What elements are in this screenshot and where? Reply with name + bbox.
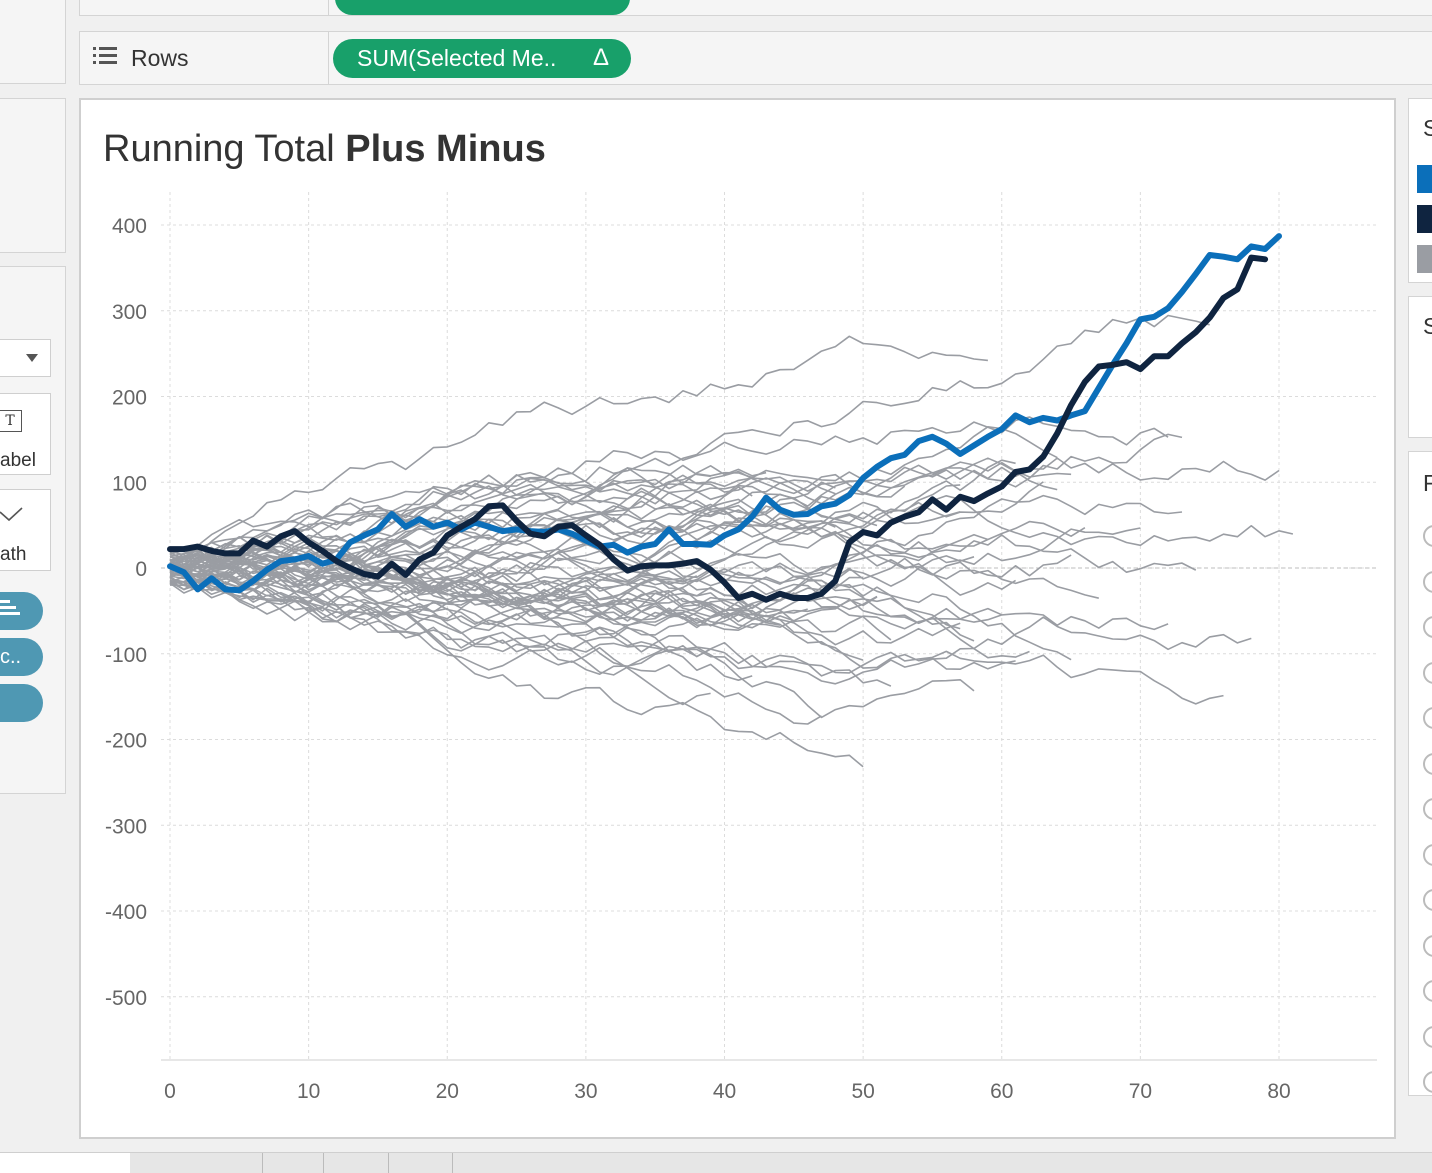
x-tick-label: 70 — [1129, 1080, 1152, 1103]
x-tick-label: 80 — [1267, 1080, 1290, 1103]
filter-radio[interactable] — [1423, 525, 1432, 547]
y-tick-label: 400 — [112, 215, 147, 238]
gray-series-line[interactable] — [169, 582, 711, 706]
x-tick-label: 30 — [574, 1080, 597, 1103]
viz-pane[interactable]: Running Total Plus Minus 400 300 200 100 0 -1… — [79, 98, 1396, 1139]
sort-bars-icon — [0, 598, 22, 624]
rows-measure-pill[interactable]: SUM(Selected Me.. Δ — [333, 39, 631, 78]
highlight-series-navy[interactable] — [167, 254, 1269, 603]
x-tick-label: 10 — [297, 1080, 320, 1103]
sheet-tabs-bar — [0, 1152, 1432, 1173]
gray-series-line[interactable] — [169, 563, 892, 641]
rows-shelf-label: Rows — [131, 45, 189, 71]
tab-divider — [388, 1153, 389, 1173]
legend-swatch-navy[interactable] — [1417, 205, 1432, 233]
x-tick-label: 0 — [164, 1080, 176, 1103]
line-chart[interactable]: 400 300 200 100 0 -100 -200 -300 -400 -500 0 10 20 30… — [81, 100, 1394, 1137]
path-line-icon — [0, 506, 24, 530]
rows-shelf-label-cell: Rows — [80, 32, 329, 84]
y-tick-label: 200 — [112, 387, 147, 410]
gray-series-line[interactable] — [169, 314, 1210, 569]
filter-radio[interactable] — [1423, 980, 1432, 1002]
x-tick-label: 40 — [713, 1080, 736, 1103]
filter-radio[interactable] — [1423, 843, 1432, 866]
sheet-tab-active[interactable] — [0, 1153, 130, 1173]
legend-title: S — [1423, 115, 1432, 141]
filter-radio[interactable] — [1423, 934, 1432, 957]
tab-divider — [452, 1153, 453, 1173]
text-t-icon: T — [0, 410, 22, 432]
filter-radio[interactable] — [1423, 752, 1432, 775]
filter-radio[interactable] — [1423, 707, 1432, 729]
delta-icon: Δ — [592, 44, 609, 71]
gray-series-line[interactable] — [169, 484, 961, 585]
filter-radio[interactable] — [1423, 661, 1432, 684]
rows-shelf[interactable]: Rows SUM(Selected Me.. Δ — [79, 31, 1432, 85]
filter-card-title: F — [1423, 470, 1432, 496]
x-tick-label: 50 — [851, 1080, 874, 1103]
x-tick-label: 60 — [990, 1080, 1013, 1103]
chart-title-bold: Plus Minus — [345, 128, 546, 170]
y-tick-label: -200 — [105, 730, 147, 753]
mark-type-dropdown[interactable] — [0, 339, 51, 377]
chevron-down-icon — [26, 354, 38, 362]
filter-radio[interactable] — [1423, 1025, 1432, 1048]
y-tick-label: 0 — [135, 558, 147, 581]
filter-radio[interactable] — [1423, 889, 1432, 911]
columns-shelf-label-cell — [80, 0, 329, 15]
marks-card: T abel ath c.. — [0, 266, 66, 794]
gray-series-line[interactable] — [169, 549, 753, 682]
chart-title: Running Total Plus Minus — [103, 128, 546, 171]
path-button-text: ath — [0, 544, 27, 565]
highlight-series-blue[interactable] — [167, 233, 1282, 594]
left-panel-pages — [0, 98, 66, 253]
marks-pill-3[interactable] — [0, 684, 43, 722]
rows-pill-label: SUM(Selected Me.. — [357, 45, 557, 71]
columns-shelf[interactable] — [79, 0, 1432, 16]
marks-pill-sort[interactable] — [0, 592, 43, 630]
chart-title-regular: Running Total — [103, 128, 346, 170]
gray-series-line[interactable] — [169, 457, 1280, 573]
label-button[interactable]: T abel — [0, 393, 51, 475]
path-button[interactable]: ath — [0, 489, 51, 571]
marks-pill-2-label: c.. — [0, 645, 22, 668]
filter-card: F — [1408, 451, 1432, 1096]
marks-pill-2[interactable]: c.. — [0, 638, 43, 676]
size-card-title: S — [1423, 313, 1432, 339]
y-tick-label: -300 — [105, 815, 147, 838]
gray-series-line[interactable] — [169, 559, 767, 619]
gray-series-line[interactable] — [169, 416, 1169, 579]
gray-series-line[interactable] — [169, 546, 975, 642]
gray-series-line[interactable] — [169, 467, 906, 588]
legend-swatch-gray[interactable] — [1417, 245, 1432, 273]
y-tick-label: -500 — [105, 987, 147, 1010]
filter-radio[interactable] — [1423, 1071, 1432, 1093]
left-panel-top — [0, 0, 66, 84]
y-tick-label: -400 — [105, 901, 147, 924]
y-tick-label: -100 — [105, 644, 147, 667]
columns-pill[interactable] — [335, 0, 630, 15]
tab-divider — [262, 1153, 263, 1173]
legend-card: S — [1408, 98, 1432, 283]
gray-series-line[interactable] — [169, 538, 989, 584]
y-tick-label: 300 — [112, 301, 147, 324]
gray-series-line[interactable] — [169, 459, 1016, 605]
gray-series-line[interactable] — [169, 335, 988, 575]
label-button-text: abel — [0, 450, 36, 471]
tab-divider — [323, 1153, 324, 1173]
filter-radio[interactable] — [1423, 570, 1432, 593]
gray-series-line[interactable] — [169, 545, 1003, 625]
size-card: S — [1408, 296, 1432, 438]
gray-series-line[interactable] — [169, 536, 1072, 661]
rows-list-icon — [93, 46, 117, 66]
y-tick-label: 100 — [112, 472, 147, 495]
filter-radio[interactable] — [1423, 798, 1432, 820]
gray-series-line[interactable] — [169, 494, 1183, 553]
gray-series-line[interactable] — [169, 570, 864, 626]
gray-series-line[interactable] — [169, 558, 822, 725]
x-tick-label: 20 — [436, 1080, 459, 1103]
legend-swatch-blue[interactable] — [1417, 165, 1432, 193]
gray-series-line[interactable] — [169, 562, 864, 661]
filter-radio[interactable] — [1423, 616, 1432, 638]
